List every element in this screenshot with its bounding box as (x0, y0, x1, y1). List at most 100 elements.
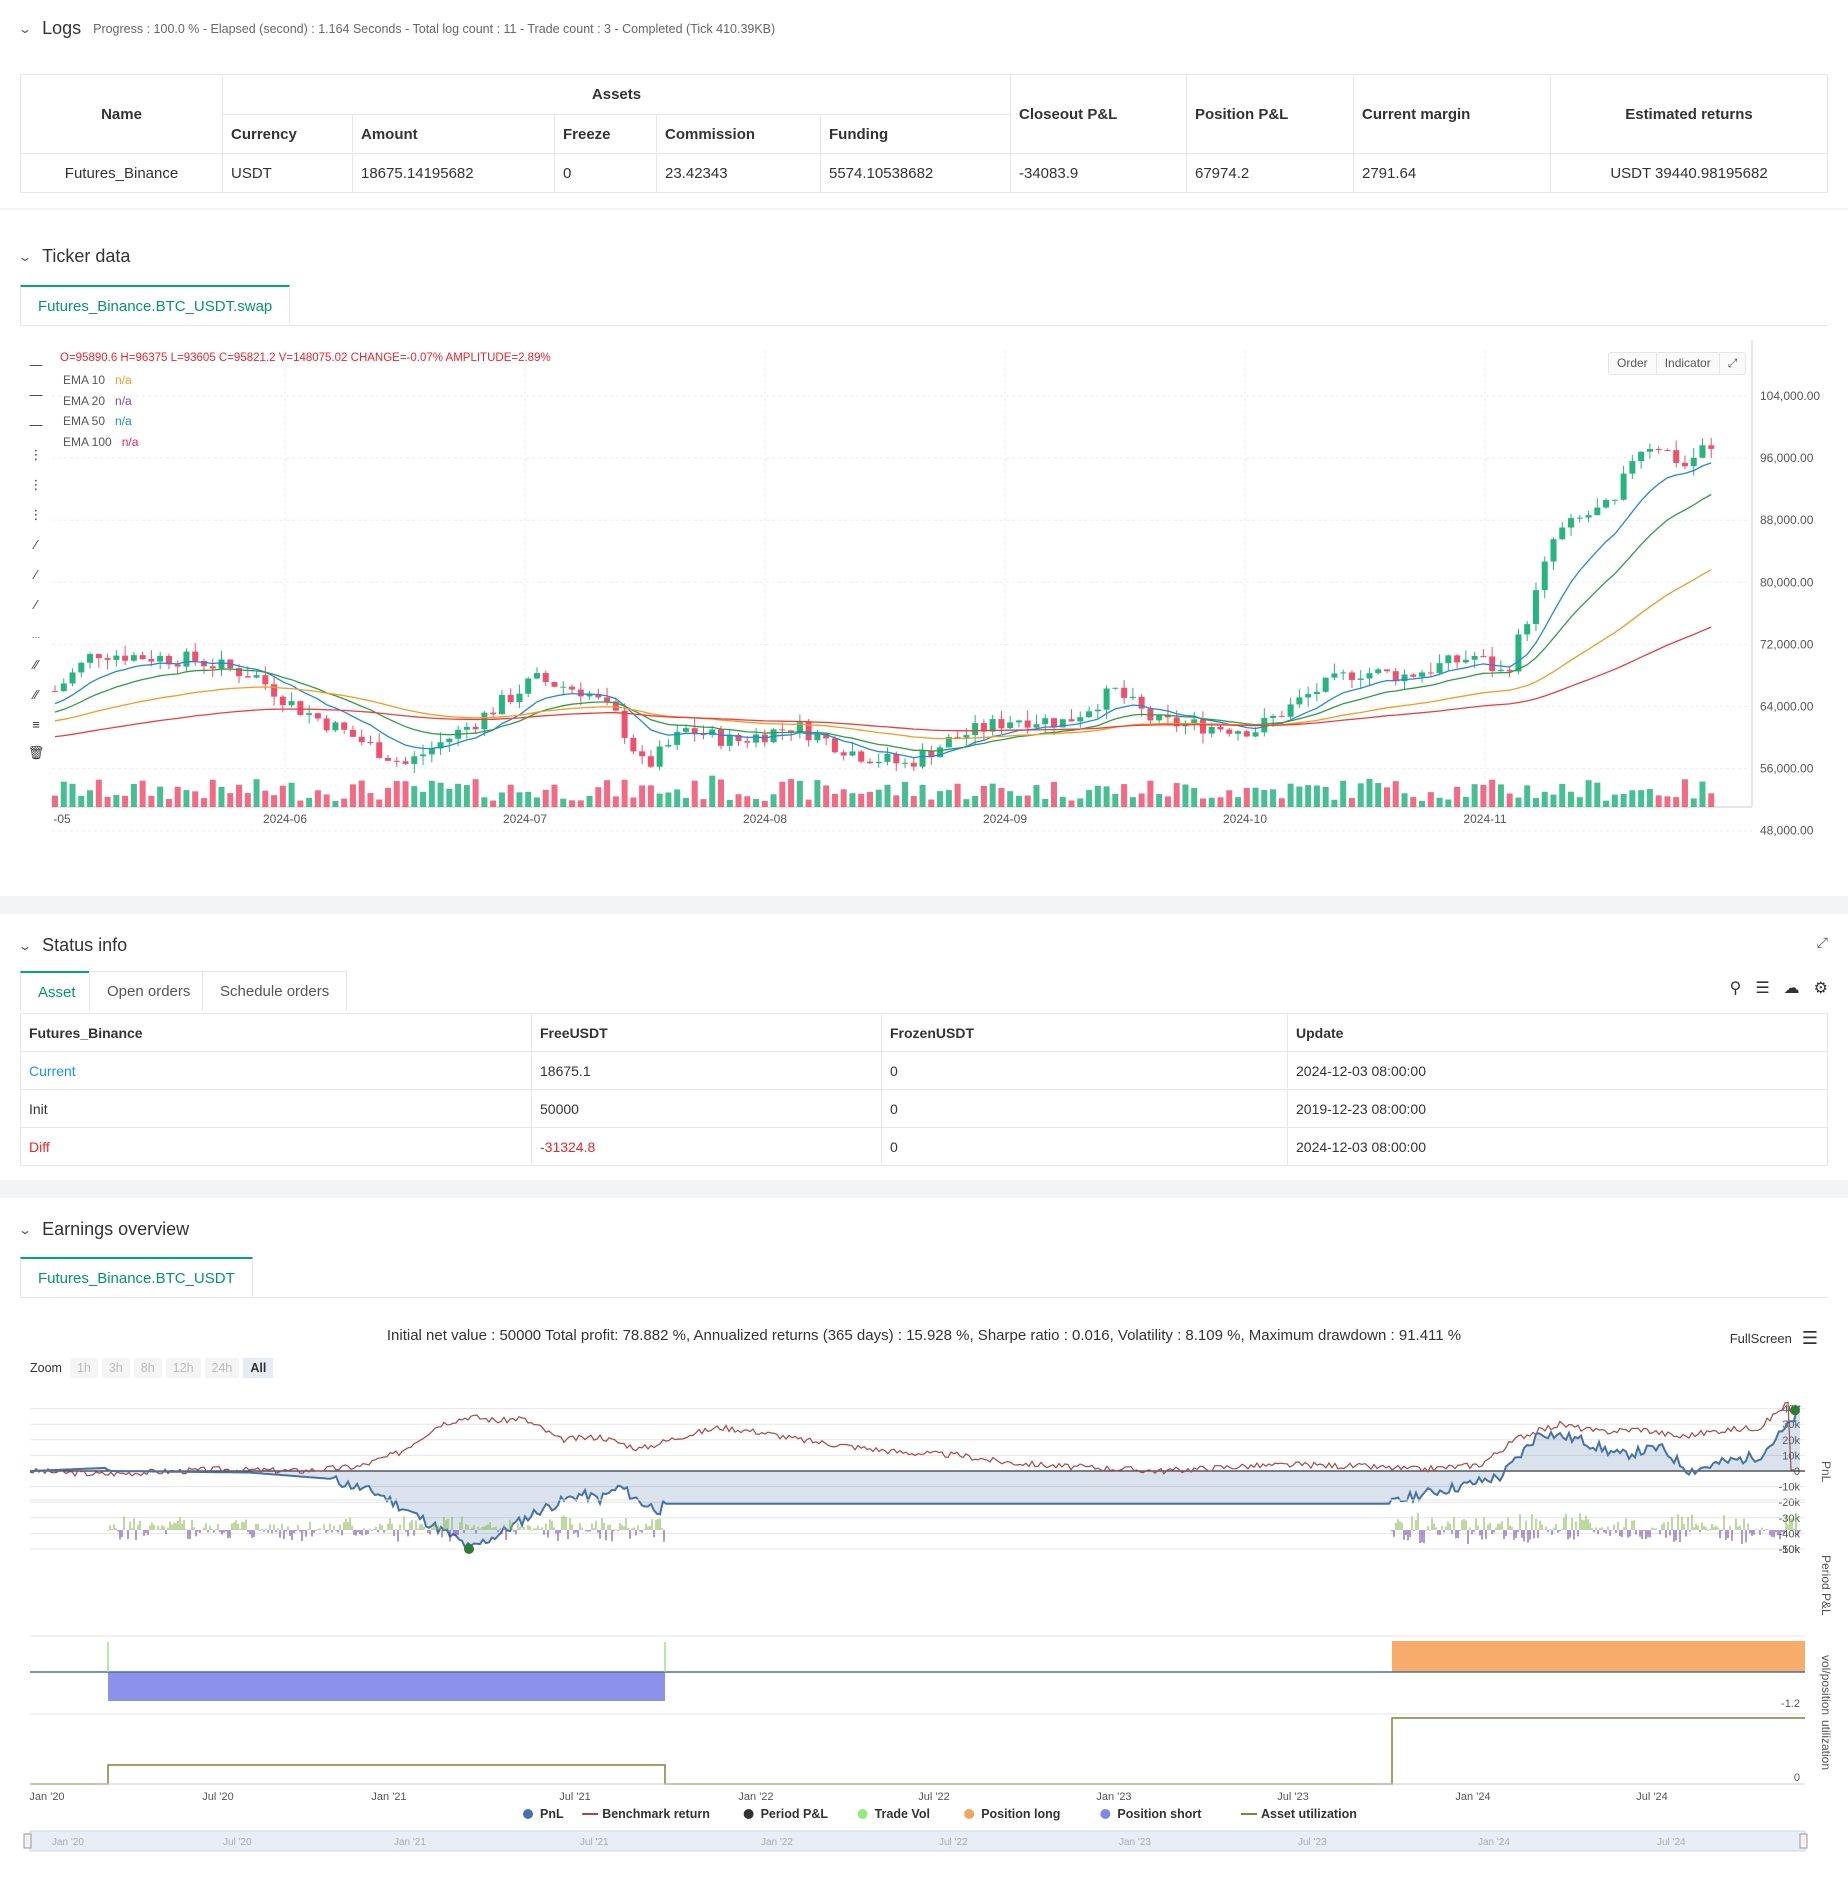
candle-body (875, 761, 882, 764)
tab-open-orders[interactable]: Open orders (89, 971, 209, 1011)
candle-body (525, 678, 532, 694)
volume-bar (1156, 794, 1163, 807)
collapse-icon[interactable]: ⤢ (1816, 934, 1828, 950)
cell-value: 50000 (531, 1089, 882, 1128)
search-icon[interactable]: ⚲ (1729, 980, 1742, 997)
fib-levels-icon[interactable]: ≡ (32, 717, 40, 732)
volume-bar (1366, 778, 1373, 807)
horizontal-line-icon[interactable]: — (29, 387, 43, 402)
legend-ema10[interactable]: EMA 10 n/a (63, 373, 132, 387)
candle-body (1594, 507, 1601, 516)
x-tick-label: 2024-09 (983, 812, 1027, 826)
zoom-1h[interactable]: 1h (69, 1358, 98, 1378)
volume-bar (753, 798, 760, 807)
status-header[interactable]: ⌄ Status info (17, 935, 127, 956)
zoom-3h[interactable]: 3h (101, 1358, 130, 1378)
vertical-line-icon[interactable]: ⋮ (29, 447, 43, 462)
volume-bar (1638, 790, 1645, 807)
chevron-down-icon[interactable]: ⌄ (17, 938, 33, 953)
indicator-button[interactable]: Indicator (1657, 353, 1720, 374)
trash-icon[interactable]: 🗑 (27, 745, 45, 760)
candle-body (1541, 561, 1548, 591)
volume-bar (1594, 782, 1601, 807)
tab-asset[interactable]: Asset (20, 971, 94, 1011)
col-freeusdt: FreeUSDT (531, 1013, 882, 1052)
volume-bar (507, 784, 514, 807)
col-update: Update (1287, 1013, 1828, 1052)
tab-btc-usdt[interactable]: Futures_Binance.BTC_USDT (20, 1257, 253, 1297)
vertical-ray-icon[interactable]: ⋮ (29, 507, 43, 522)
download-icon[interactable]: ☁ (1783, 980, 1800, 997)
zoom-all[interactable]: All (243, 1358, 274, 1378)
volume-bar (639, 785, 646, 807)
legend-ema100[interactable]: EMA 100 n/a (63, 434, 139, 449)
candle-body (753, 734, 760, 743)
cell-position: 67974.2 (1186, 153, 1354, 193)
hamburger-icon[interactable]: ☰ (1801, 1328, 1818, 1348)
zoom-24h[interactable]: 24h (204, 1358, 240, 1378)
trend-line-icon[interactable]: ∕ (34, 537, 38, 552)
candle-body (1375, 669, 1382, 674)
volume-bar (1629, 790, 1636, 807)
volume-bar (805, 799, 812, 807)
segment-line-icon[interactable]: ∕ (34, 597, 38, 612)
volume-bar (227, 793, 234, 807)
logs-header[interactable]: ⌄ Logs Progress : 100.0 % - Elapsed (sec… (17, 18, 775, 39)
chevron-down-icon[interactable]: ⌄ (17, 21, 33, 36)
menu-icon[interactable]: ☰ (1755, 980, 1770, 997)
candle-body (560, 686, 567, 688)
candle-body (919, 750, 926, 767)
candle-body (1699, 445, 1706, 458)
util-axis-title: utilization (1819, 1720, 1833, 1770)
chevron-down-icon[interactable]: ⌄ (17, 1222, 33, 1237)
fibonacci-icon[interactable]: ∕∕ (33, 687, 39, 702)
candle-body (1366, 673, 1373, 679)
volume-bar (1340, 780, 1347, 807)
legend-ema20[interactable]: EMA 20 n/a (63, 393, 132, 408)
legend-ema50[interactable]: EMA 50 n/a (63, 414, 132, 428)
zoom-12h[interactable]: 12h (165, 1358, 201, 1378)
volume-bar (157, 786, 164, 807)
candle-body (551, 682, 558, 687)
candle-body (1068, 719, 1075, 722)
fullscreen-button[interactable]: FullScreen ☰ (1729, 1328, 1818, 1348)
volume-bar (1226, 790, 1233, 807)
candle-body (1559, 527, 1566, 540)
candle-body (358, 736, 365, 743)
horizontal-ray-icon[interactable]: — (29, 357, 43, 372)
zoom-8h[interactable]: 8h (133, 1358, 162, 1378)
tab-btc-usdt-swap[interactable]: Futures_Binance.BTC_USDT.swap (20, 285, 291, 325)
volume-bar (271, 795, 278, 807)
ray-line-icon[interactable]: ∕ (34, 567, 38, 582)
settings-icon[interactable]: ⚙ (1813, 980, 1828, 997)
candle-body (744, 741, 751, 743)
volume-bar (262, 790, 269, 807)
volume-bar (612, 796, 619, 807)
earnings-header[interactable]: ⌄ Earnings overview (17, 1219, 189, 1240)
candle-body (533, 673, 540, 679)
extended-line-icon[interactable]: — (29, 417, 43, 432)
vertical-segment-icon[interactable]: ⋮ (29, 477, 43, 492)
candle-body (297, 701, 304, 715)
candle-body (411, 756, 418, 764)
volume-bar (52, 795, 58, 807)
volume-bar (402, 781, 409, 807)
volume-bar (1462, 796, 1469, 807)
volume-bar (674, 789, 681, 807)
candle-body (323, 718, 330, 731)
price-line-icon[interactable]: … (31, 630, 41, 640)
volume-bar (1033, 785, 1040, 807)
x-tick-label: 2024-08 (743, 812, 787, 826)
candle-body (656, 746, 663, 767)
parallel-channel-icon[interactable]: ∕∕ (33, 657, 39, 672)
chevron-down-icon[interactable]: ⌄ (17, 249, 33, 264)
earnings-chart[interactable]: 40k30k20k10k0-10k-20k-30k-40k-50kPnL-10k… (0, 1391, 1848, 1871)
candlestick-chart[interactable]: 104,000.00 96,000.00 88,000.00 80,000.00 72,… (0, 340, 1848, 860)
order-button[interactable]: Order (1609, 353, 1657, 374)
candle-body (1042, 718, 1049, 725)
ticker-header[interactable]: ⌄ Ticker data (17, 246, 130, 267)
expand-icon[interactable]: ⤢ (1727, 356, 1738, 370)
volume-bar (647, 785, 654, 807)
candle-body (718, 729, 724, 746)
tab-schedule-orders[interactable]: Schedule orders (202, 971, 348, 1011)
